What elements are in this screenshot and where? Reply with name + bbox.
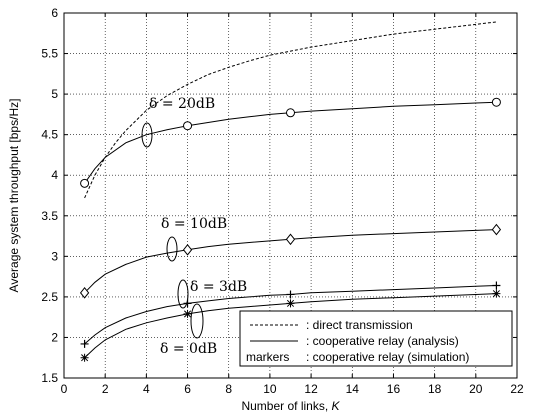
x-tick-label: 6 bbox=[184, 382, 191, 396]
series-diamond bbox=[79, 223, 502, 299]
x-axis-variable: K bbox=[332, 399, 341, 413]
analysis-line bbox=[84, 293, 497, 359]
legend-entry: : cooperative relay (analysis) bbox=[306, 334, 459, 348]
series-circle bbox=[80, 97, 501, 188]
y-tick-label: 4.5 bbox=[41, 128, 58, 142]
star-marker bbox=[286, 299, 295, 308]
y-tick-label: 4 bbox=[51, 168, 58, 182]
plus-marker bbox=[492, 281, 501, 290]
annotation-ellipse bbox=[166, 236, 178, 262]
circle-marker bbox=[80, 178, 90, 188]
circle-marker bbox=[286, 108, 295, 118]
y-tick-label: 5 bbox=[51, 87, 58, 101]
y-tick-label: 2 bbox=[51, 330, 58, 344]
star-marker bbox=[80, 353, 89, 362]
circle-marker bbox=[491, 97, 501, 107]
star-marker bbox=[183, 309, 192, 318]
grid-lines bbox=[64, 13, 517, 378]
diamond-marker bbox=[182, 244, 193, 256]
legend-box bbox=[239, 310, 513, 367]
annotation-ellipse bbox=[141, 122, 153, 148]
series-star bbox=[80, 289, 501, 362]
legend-entry: : direct transmission bbox=[306, 318, 413, 332]
x-tick-label: 10 bbox=[263, 382, 277, 396]
x-axis-label: Number of links, K bbox=[241, 399, 340, 413]
series-plus bbox=[80, 281, 501, 348]
direct-transmission-line bbox=[84, 21, 497, 199]
diamond-marker bbox=[285, 233, 296, 246]
axis-ticks: 0 2 4 6 8 10 12 14 16 18 20 22 1.5 2 2.5 3 3.5 4 4.5 5 5.5 6 bbox=[41, 6, 524, 396]
y-tick-label: 2.5 bbox=[41, 290, 58, 304]
plus-marker bbox=[286, 290, 295, 299]
x-tick-label: 12 bbox=[304, 382, 318, 396]
analysis-line bbox=[84, 101, 497, 184]
plot-frame bbox=[63, 12, 518, 379]
legend: : direct transmission : cooperative relay… bbox=[239, 310, 513, 367]
x-tick-label: 0 bbox=[61, 382, 68, 396]
y-tick-label: 5.5 bbox=[41, 47, 58, 61]
x-tick-label: 18 bbox=[428, 382, 442, 396]
series-dashed bbox=[84, 21, 497, 199]
star-marker bbox=[492, 289, 501, 298]
plus-marker bbox=[80, 339, 89, 348]
diamond-marker bbox=[491, 223, 502, 236]
analysis-line bbox=[84, 285, 497, 345]
annotation-ellipse bbox=[190, 303, 204, 339]
y-tick-label: 3.5 bbox=[41, 209, 58, 223]
x-tick-label: 22 bbox=[510, 382, 524, 396]
diamond-marker bbox=[79, 287, 90, 299]
annotations-layer: δ = 20dB δ = 10dB δ = 3dB δ = 0dB bbox=[141, 96, 247, 357]
y-tick-label: 3 bbox=[51, 249, 58, 263]
x-tick-label: 8 bbox=[225, 382, 232, 396]
x-tick-label: 2 bbox=[102, 382, 109, 396]
analysis-line bbox=[84, 229, 497, 294]
annotation-label: δ = 3dB bbox=[190, 279, 247, 295]
y-tick-label: 1.5 bbox=[41, 371, 58, 385]
x-tick-label: 4 bbox=[143, 382, 150, 396]
x-tick-label: 14 bbox=[346, 382, 360, 396]
y-tick-label: 6 bbox=[51, 6, 58, 20]
annotation-label: δ = 10dB bbox=[161, 216, 227, 232]
annotation-label: δ = 20dB bbox=[149, 96, 215, 112]
y-axis-label: Average system throughput [bps/Hz] bbox=[7, 99, 21, 293]
circle-marker bbox=[183, 121, 193, 131]
x-tick-label: 16 bbox=[387, 382, 401, 396]
legend-entry: : cooperative relay (simulation) bbox=[306, 350, 469, 364]
annotation-ellipse bbox=[177, 279, 189, 309]
legend-key-markers: markers bbox=[246, 350, 289, 364]
series-layer bbox=[79, 21, 502, 362]
annotation-label: δ = 0dB bbox=[160, 341, 217, 357]
x-tick-label: 20 bbox=[469, 382, 483, 396]
